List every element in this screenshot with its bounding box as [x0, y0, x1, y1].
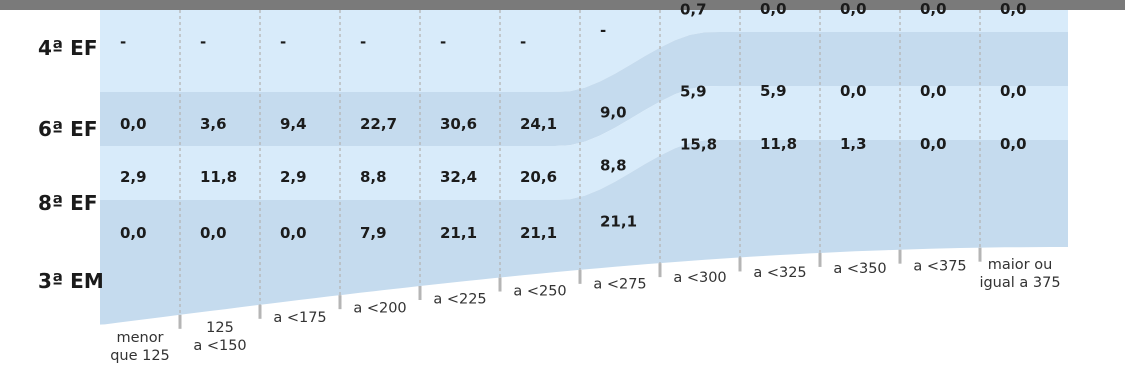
bin-label: a <325: [753, 265, 806, 281]
cell-value: 7,9: [360, 224, 387, 242]
row-label: 3ª EM: [38, 269, 104, 293]
bin-label: a <175: [273, 310, 326, 326]
cell-value: 0,0: [1000, 0, 1027, 18]
cell-value: 0,0: [920, 82, 947, 100]
cell-value: 3,6: [200, 115, 227, 133]
cell-value: 2,9: [280, 168, 307, 186]
cell-value: 9,4: [280, 115, 307, 133]
cell-value: 0,0: [760, 0, 787, 18]
bin-label: a <300: [673, 270, 726, 286]
cell-value: 8,8: [600, 156, 627, 174]
bin-label: a <200: [353, 301, 406, 317]
cell-value: 0,0: [120, 115, 147, 133]
cell-value: 0,0: [840, 0, 867, 18]
row-label: 4ª EF: [38, 36, 97, 60]
cell-value: -: [280, 33, 286, 51]
cell-value: 1,3: [840, 135, 867, 153]
row-band: [0, 10, 1125, 92]
bin-label-line: 125: [206, 320, 234, 336]
cell-value: 5,9: [760, 82, 787, 100]
cell-value: -: [120, 33, 126, 51]
row-label: 6ª EF: [38, 117, 97, 141]
row-bands: [0, 10, 1125, 340]
table-cells: - - - - - - - 0,7 0,0 0,0 0,0 0,0 0,0 3,6 9,4 22,7 30,6 2…: [120, 0, 1027, 242]
bin-label: a <375: [913, 259, 966, 275]
bin-label-line: a <250: [513, 284, 566, 300]
cell-value: -: [360, 33, 366, 51]
cell-value: 0,0: [1000, 82, 1027, 100]
cell-value: 0,0: [120, 224, 147, 242]
bin-label-line: igual a 375: [979, 275, 1060, 291]
bin-labels: menor que 125 125 a <150 a <175 a <200 a <225 a…: [110, 257, 1060, 364]
cell-value: -: [600, 21, 606, 39]
bin-label-line: menor: [116, 330, 163, 346]
bin-label-line: que 125: [110, 348, 170, 364]
cell-value: 30,6: [440, 115, 477, 133]
cell-value: 20,6: [520, 168, 557, 186]
cell-value: 0,0: [1000, 135, 1027, 153]
cell-value: 8,8: [360, 168, 387, 186]
cell-value: 0,0: [200, 224, 227, 242]
bin-label: menor que 125: [110, 330, 170, 364]
right-margin: [1068, 10, 1125, 340]
bin-label-line: a <325: [753, 265, 806, 281]
cell-value: 15,8: [680, 135, 717, 153]
cell-value: 21,1: [440, 224, 477, 242]
cell-value: 5,9: [680, 82, 707, 100]
label-column-bg: [0, 10, 100, 340]
bin-label-line: a <300: [673, 270, 726, 286]
cell-value: 22,7: [360, 115, 397, 133]
bin-label-line: a <175: [273, 310, 326, 326]
bin-label-line: a <350: [833, 261, 886, 277]
top-bar: [0, 0, 1125, 10]
cell-value: 0,0: [280, 224, 307, 242]
cell-value: 0,0: [920, 0, 947, 18]
bin-label-line: maior ou: [988, 257, 1053, 273]
row-band: [0, 86, 1125, 200]
bin-label: 125 a <150: [193, 320, 246, 354]
cell-value: -: [200, 33, 206, 51]
bin-label: a <225: [433, 292, 486, 308]
cell-value: 21,1: [600, 212, 637, 230]
cell-value: 0,0: [840, 82, 867, 100]
bin-label: a <250: [513, 284, 566, 300]
cell-value: 9,0: [600, 103, 627, 121]
cell-value: 11,8: [760, 135, 797, 153]
row-band: [0, 140, 1125, 325]
cell-value: 24,1: [520, 115, 557, 133]
cell-value: 11,8: [200, 168, 237, 186]
cell-value: 0,0: [920, 135, 947, 153]
row-band: [0, 32, 1125, 146]
cell-value: 21,1: [520, 224, 557, 242]
bin-label-line: a <375: [913, 259, 966, 275]
row-labels: 4ª EF 6ª EF 8ª EF 3ª EM: [38, 36, 104, 293]
cell-value: 0,7: [680, 0, 707, 18]
bin-label: a <350: [833, 261, 886, 277]
column-dividers: [178, 10, 982, 329]
cell-value: 2,9: [120, 168, 147, 186]
bin-label-line: a <200: [353, 301, 406, 317]
bin-label-line: a <275: [593, 276, 646, 292]
bin-label-line: a <150: [193, 338, 246, 354]
cell-value: 32,4: [440, 168, 477, 186]
cell-value: -: [520, 33, 526, 51]
row-label: 8ª EF: [38, 191, 97, 215]
bin-label: a <275: [593, 276, 646, 292]
bin-label: maior ou igual a 375: [979, 257, 1060, 291]
cell-value: -: [440, 33, 446, 51]
bin-label-line: a <225: [433, 292, 486, 308]
